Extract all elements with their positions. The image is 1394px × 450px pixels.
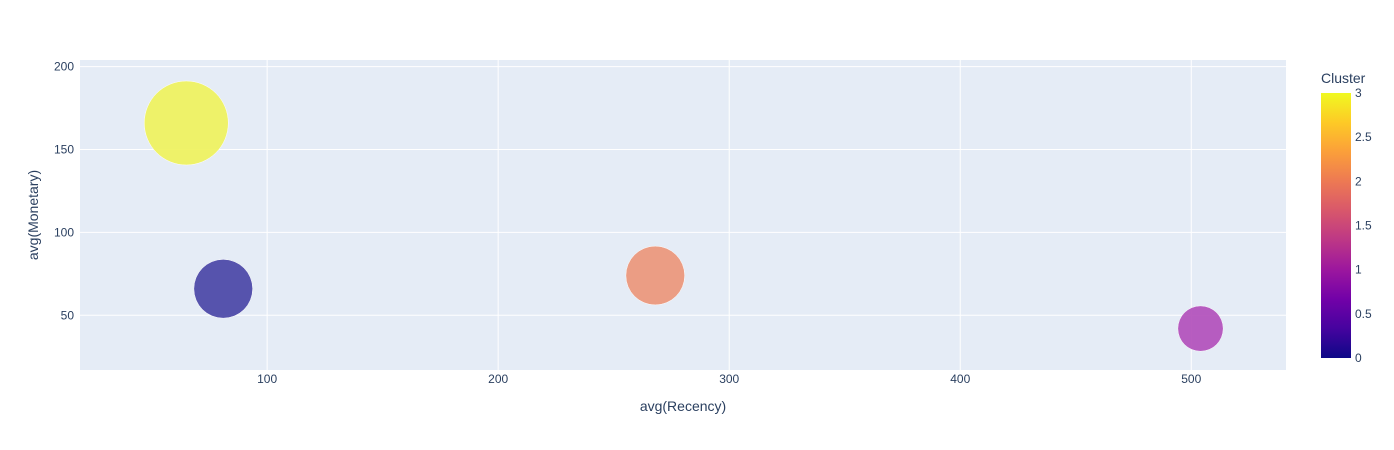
bubble-cluster-0[interactable]: [193, 259, 253, 319]
colorbar: [1321, 93, 1351, 358]
x-axis-title: avg(Recency): [640, 398, 726, 414]
x-tick-label: 200: [488, 372, 508, 386]
colorbar-tick-label: 0: [1355, 351, 1362, 365]
y-tick-label: 150: [54, 143, 74, 157]
y-tick-label: 100: [54, 225, 74, 239]
colorbar-title: Cluster: [1321, 70, 1366, 86]
x-tick-label: 400: [950, 372, 970, 386]
colorbar-tick-label: 3: [1355, 86, 1362, 100]
colorbar-tick-label: 0.5: [1355, 307, 1372, 321]
grid-lines: [80, 60, 1286, 370]
x-tick-label: 500: [1181, 372, 1201, 386]
colorbar-ticks: 0 0.5 1 1.5 2 2.5 3: [1355, 86, 1372, 365]
colorbar-tick-label: 1: [1355, 263, 1362, 277]
bubble-cluster-1[interactable]: [1177, 305, 1224, 352]
y-tick-label: 200: [54, 60, 74, 74]
colorbar-tick-label: 1.5: [1355, 219, 1372, 233]
data-points: [144, 80, 1224, 352]
y-axis-title: avg(Monetary): [25, 170, 41, 260]
colorbar-tick-label: 2: [1355, 174, 1362, 188]
colorbar-tick-label: 2.5: [1355, 130, 1372, 144]
x-tick-label: 100: [257, 372, 277, 386]
bubble-cluster-2[interactable]: [625, 245, 685, 306]
x-axis-ticks: 100 200 300 400 500: [257, 372, 1201, 386]
x-tick-label: 300: [719, 372, 739, 386]
bubble-cluster-3[interactable]: [144, 80, 229, 166]
y-axis-ticks: 50 100 150 200: [54, 60, 74, 323]
y-tick-label: 50: [61, 308, 75, 322]
plot-area: [80, 60, 1286, 370]
